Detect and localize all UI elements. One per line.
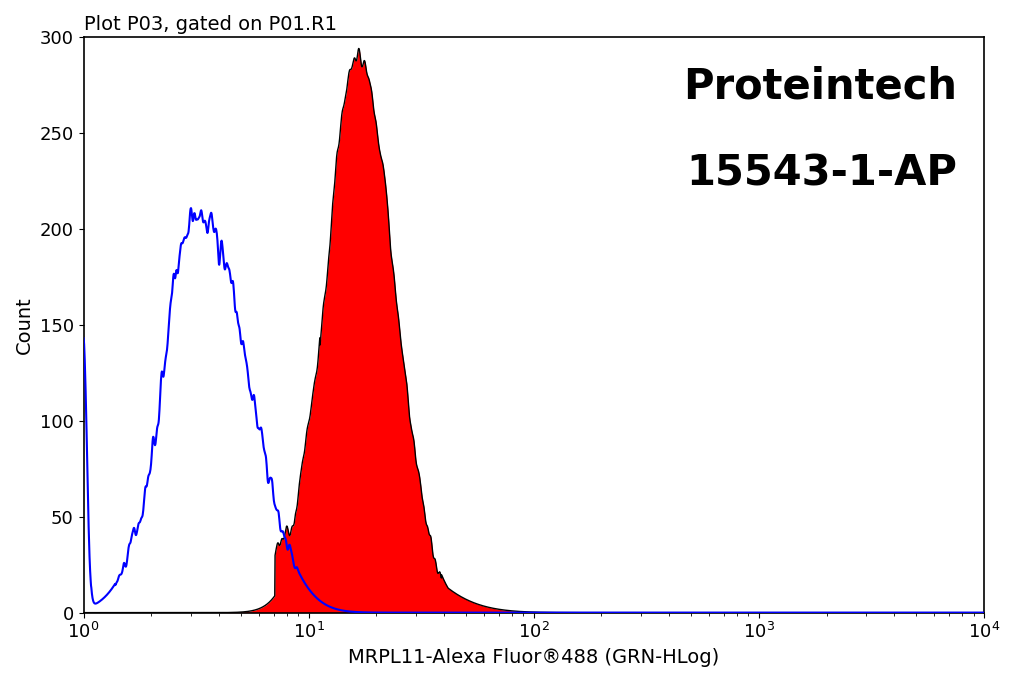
Text: Plot P03, gated on P01.R1: Plot P03, gated on P01.R1 — [83, 15, 337, 34]
X-axis label: MRPL11-Alexa Fluor®488 (GRN-HLog): MRPL11-Alexa Fluor®488 (GRN-HLog) — [348, 648, 720, 667]
Text: 15543-1-AP: 15543-1-AP — [686, 152, 957, 194]
Y-axis label: Count: Count — [15, 296, 33, 354]
Text: Proteintech: Proteintech — [683, 65, 957, 108]
